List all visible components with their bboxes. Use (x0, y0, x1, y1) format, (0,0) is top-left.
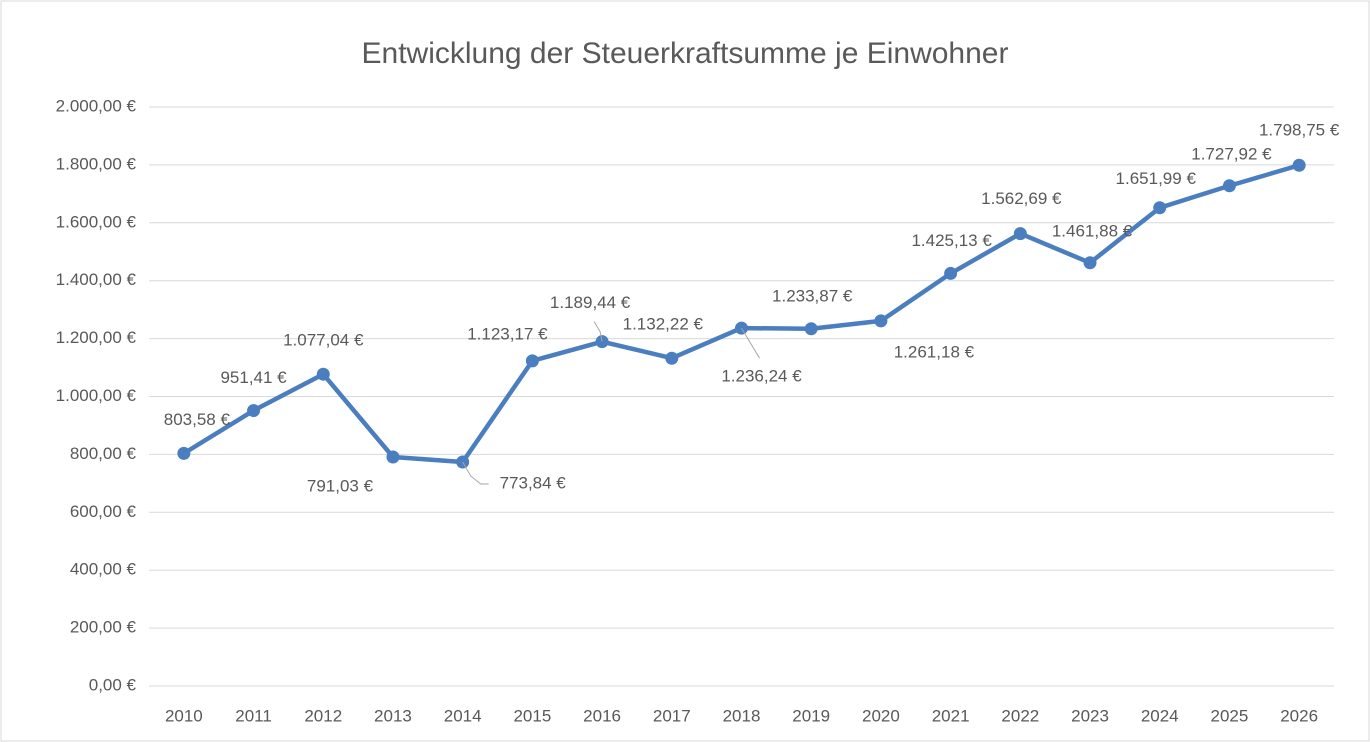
marker (247, 404, 261, 418)
marker (665, 351, 679, 365)
marker (874, 314, 888, 328)
y-tick-label: 600,00 € (70, 502, 137, 521)
data-label: 1.236,24 € (721, 367, 802, 386)
y-tick-label: 1.000,00 € (56, 386, 137, 405)
y-tick-label: 1.600,00 € (56, 212, 137, 231)
x-tick-label: 2024 (1141, 706, 1179, 725)
data-label: 1.261,18 € (894, 342, 975, 361)
marker (177, 446, 191, 460)
data-label: 1.123,17 € (467, 324, 548, 343)
data-label: 1.562,69 € (981, 189, 1062, 208)
x-tick-label: 2013 (374, 706, 412, 725)
x-tick-label: 2026 (1280, 706, 1318, 725)
marker (1013, 227, 1027, 241)
data-label: 1.425,13 € (911, 231, 992, 250)
x-tick-label: 2021 (932, 706, 970, 725)
data-label: 791,03 € (307, 476, 374, 495)
chart-title: Entwicklung der Steuerkraftsumme je Einw… (362, 37, 1009, 70)
y-tick-label: 2.000,00 € (56, 96, 137, 115)
x-tick-label: 2017 (653, 706, 691, 725)
data-label: 1.461,88 € (1052, 221, 1133, 240)
x-tick-label: 2015 (513, 706, 551, 725)
y-tick-label: 1.200,00 € (56, 328, 137, 347)
data-label: 803,58 € (164, 410, 231, 429)
x-tick-label: 2018 (723, 706, 761, 725)
y-tick-label: 1.400,00 € (56, 270, 137, 289)
x-tick-label: 2011 (235, 706, 272, 725)
leader-line (462, 461, 489, 485)
data-label: 951,41 € (220, 368, 287, 387)
marker (1083, 256, 1097, 270)
x-tick-label: 2023 (1071, 706, 1109, 725)
marker (386, 450, 400, 464)
y-tick-label: 800,00 € (70, 444, 137, 463)
data-label: 1.798,75 € (1259, 121, 1340, 140)
data-label: 1.651,99 € (1116, 169, 1197, 188)
x-tick-label: 2010 (165, 706, 203, 725)
data-label: 1.727,92 € (1191, 144, 1272, 163)
y-tick-label: 1.800,00 € (56, 154, 137, 173)
y-tick-label: 200,00 € (70, 618, 137, 637)
x-tick-label: 2016 (583, 706, 621, 725)
marker (804, 322, 818, 336)
x-tick-label: 2012 (304, 706, 342, 725)
marker (944, 266, 958, 280)
y-tick-label: 0,00 € (89, 675, 137, 694)
marker (1153, 201, 1167, 215)
x-tick-label: 2014 (444, 706, 482, 725)
data-label: 1.233,87 € (772, 286, 853, 305)
marker (1292, 158, 1306, 172)
data-label: 1.132,22 € (623, 315, 704, 334)
marker (525, 354, 539, 368)
marker (1222, 179, 1236, 193)
data-label: 1.189,44 € (550, 293, 631, 312)
x-tick-label: 2020 (862, 706, 900, 725)
x-tick-label: 2022 (1001, 706, 1039, 725)
data-label: 1.077,04 € (283, 331, 364, 350)
x-tick-label: 2019 (792, 706, 830, 725)
leader-line (741, 327, 760, 359)
y-tick-label: 400,00 € (70, 560, 137, 579)
marker (316, 367, 330, 381)
leader-line (593, 321, 603, 342)
x-tick-label: 2025 (1211, 706, 1249, 725)
data-label: 773,84 € (500, 473, 567, 492)
